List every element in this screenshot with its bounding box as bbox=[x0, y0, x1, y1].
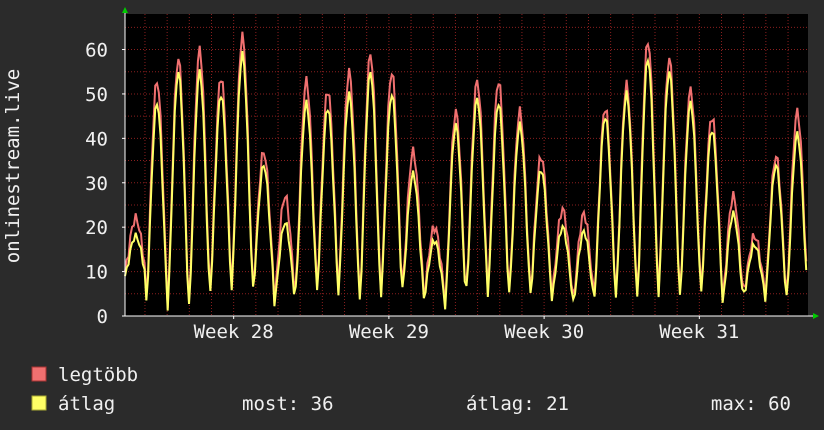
y-axis-arrow bbox=[122, 7, 128, 13]
y-tick-label: 30 bbox=[85, 173, 108, 195]
y-axis-label: onlinestream.live bbox=[2, 69, 24, 263]
y-tick-label: 50 bbox=[85, 84, 108, 106]
legend-swatch-max bbox=[31, 366, 47, 382]
stat-average: átlag: 21 bbox=[466, 393, 569, 415]
legend-label-max: legtöbb bbox=[58, 364, 138, 386]
y-tick-label: 60 bbox=[85, 40, 108, 62]
plot-area bbox=[125, 14, 808, 316]
y-tick-label: 20 bbox=[85, 217, 108, 239]
stat-max: max: 60 bbox=[711, 393, 791, 415]
legend-label-avg: átlag bbox=[58, 393, 115, 415]
stat-now: most: 36 bbox=[242, 393, 334, 415]
x-axis-arrow bbox=[813, 313, 819, 319]
x-tick-label: Week 28 bbox=[194, 321, 274, 343]
x-tick-label: Week 30 bbox=[504, 321, 584, 343]
axes bbox=[122, 7, 819, 319]
legend-swatch-avg bbox=[31, 395, 47, 411]
x-ticks: Week 28 Week 29 Week 30 Week 31 bbox=[194, 316, 739, 343]
y-tick-label: 10 bbox=[85, 262, 108, 284]
x-tick-label: Week 29 bbox=[349, 321, 429, 343]
y-ticks: 0 10 20 30 40 50 60 bbox=[85, 40, 125, 328]
series-lines bbox=[124, 31, 808, 311]
series-line-avg bbox=[124, 50, 808, 311]
x-tick-label: Week 31 bbox=[659, 321, 739, 343]
y-tick-label: 0 bbox=[97, 306, 108, 328]
y-tick-label: 40 bbox=[85, 128, 108, 150]
